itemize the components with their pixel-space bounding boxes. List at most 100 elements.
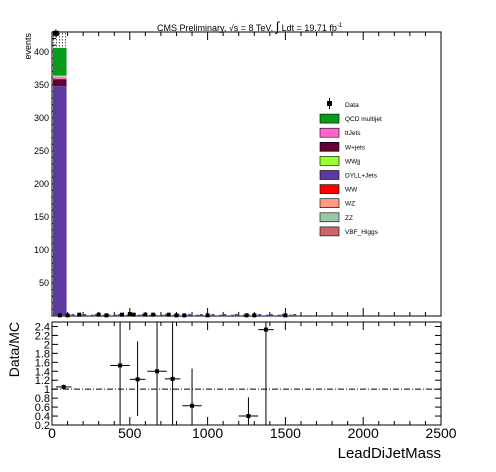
- ratio-plot-frame: [51, 321, 442, 426]
- tail-bin: [215, 315, 219, 316]
- hatch-dot: [53, 36, 54, 38]
- hatch-dot: [53, 45, 54, 47]
- stack-segment-dyll: [53, 86, 67, 316]
- tail-bin: [118, 314, 122, 316]
- data-point: [77, 312, 82, 317]
- tail-bin: [230, 314, 234, 316]
- hatch-dot: [65, 36, 66, 38]
- hatch-dot: [65, 33, 66, 35]
- ratio-point-7: [258, 322, 274, 425]
- legend-swatch-wjets: [319, 142, 340, 152]
- tail-bin: [114, 314, 118, 316]
- legend-swatch-zz: [319, 212, 340, 223]
- tail-bin: [219, 314, 223, 316]
- legend-label-dyll: DYLL+Jets: [345, 173, 378, 180]
- ratio-y-tick-label: 0.4: [35, 411, 50, 423]
- histogram-stack: [53, 33, 301, 316]
- stack-segment-wz: [53, 76, 67, 78]
- tail-bin: [242, 314, 246, 316]
- chart-header: CMS Preliminary, √s = 8 TeV, ∫ Ldt = 19.…: [157, 19, 343, 34]
- tail-bin: [137, 314, 141, 316]
- tail-bin: [211, 314, 215, 316]
- y-tick-label-100: 100: [34, 245, 49, 255]
- stack-segment-zz: [53, 76, 67, 77]
- tail-bin: [180, 315, 184, 316]
- hatch-dot: [56, 45, 57, 47]
- ratio-y-label: Data/MC: [6, 322, 22, 377]
- hatch-dot: [62, 36, 63, 38]
- y-tick-label-250: 250: [34, 146, 49, 156]
- data-point: [120, 312, 125, 317]
- data-points: [52, 29, 288, 318]
- hatch-dot: [62, 45, 63, 47]
- x-axis-label: LeadDiJetMass: [338, 445, 441, 462]
- legend-label-data: Data: [345, 102, 359, 109]
- tail-bin: [258, 314, 262, 316]
- tail-bin: [238, 315, 242, 316]
- ratio-point-4: [164, 322, 181, 425]
- ratio-y-tick-label: 0.6: [35, 402, 50, 414]
- y-tick-label-300: 300: [34, 113, 49, 123]
- ratio-y-tick-label: 2.4: [35, 321, 50, 333]
- tail-bin: [83, 314, 87, 316]
- ratio-y-tick-label: 2.2: [35, 330, 50, 342]
- ratio-point-0: [55, 384, 72, 390]
- tail-bin: [269, 314, 273, 316]
- tail-bin: [250, 315, 254, 316]
- data-point: [143, 312, 148, 317]
- stack-segment-wjets: [53, 79, 67, 87]
- tail-bin: [102, 314, 106, 316]
- hatch-dot: [62, 39, 63, 41]
- data-point: [182, 313, 187, 318]
- y-tick-label-50: 50: [39, 278, 49, 288]
- ratio-marker: [246, 414, 251, 419]
- hatch-dot: [59, 33, 60, 35]
- ratio-marker: [263, 327, 268, 332]
- data-point: [65, 313, 70, 318]
- legend-label-qcd: QCD multijet: [345, 116, 382, 123]
- ratio-point-5: [182, 368, 202, 425]
- header-sqrt-s: √s = 8 TeV,: [229, 23, 276, 33]
- tail-bin: [273, 315, 277, 316]
- legend-label-wz: WZ: [345, 201, 355, 208]
- data-point: [244, 313, 249, 318]
- tail-bin: [192, 315, 196, 316]
- ratio-point-2: [129, 341, 146, 417]
- tail-bin: [293, 314, 297, 316]
- ratio-points: [55, 322, 274, 425]
- hatch-dot: [65, 42, 66, 44]
- stack-segment-ttjets: [53, 77, 67, 79]
- ratio-marker: [61, 384, 66, 389]
- legend-label-vbf: VBF_Higgs: [345, 229, 379, 236]
- tail-bin: [262, 315, 266, 316]
- tail-bin: [195, 314, 199, 316]
- ratio-y-tick-label: 1.6: [35, 357, 50, 369]
- data-point: [283, 313, 288, 318]
- tail-bin: [223, 314, 227, 316]
- tail-bin: [289, 314, 293, 316]
- tail-bin: [157, 315, 161, 316]
- ratio-y-axis: 0.20.40.60.811.21.41.61.822.22.4: [35, 321, 441, 432]
- legend-swatch-wwjj: [319, 156, 340, 166]
- legend-swatch-ww: [319, 184, 340, 194]
- tail-bin: [160, 314, 164, 316]
- tail-bin: [141, 314, 145, 316]
- tail-bin: [110, 315, 114, 316]
- ratio-y-tick-label: 1: [44, 384, 50, 396]
- ratio-y-tick-label: 1.4: [35, 366, 50, 378]
- data-point: [104, 313, 109, 318]
- x-tick-label-1000: 1000: [192, 425, 223, 441]
- tail-bin: [265, 314, 269, 316]
- tail-bin: [75, 315, 79, 316]
- tail-bin: [172, 314, 176, 316]
- legend-label-zz: ZZ: [345, 215, 353, 222]
- x-tick-label-1500: 1500: [270, 425, 301, 441]
- x-tick-label-2000: 2000: [348, 425, 379, 441]
- tail-bin: [149, 314, 153, 316]
- ratio-point-6: [238, 397, 259, 425]
- tail-bin: [71, 314, 75, 316]
- hatch-dot: [59, 39, 60, 41]
- data-point: [96, 312, 101, 317]
- data-point: [52, 30, 59, 36]
